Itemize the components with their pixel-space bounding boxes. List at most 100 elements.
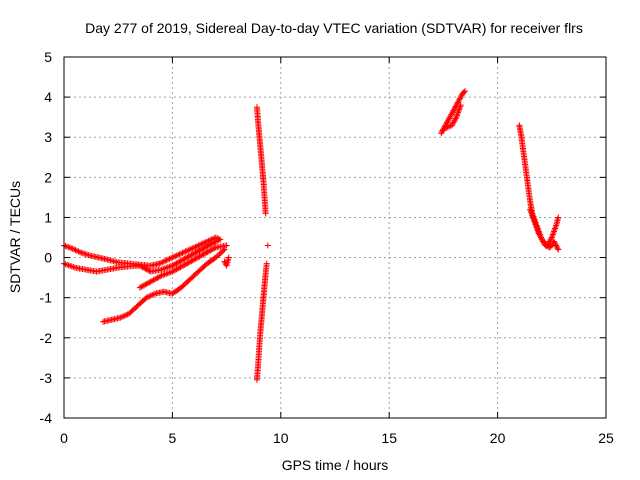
data-point bbox=[443, 124, 450, 131]
series-arc-evening-b bbox=[440, 102, 464, 133]
data-point bbox=[450, 119, 457, 126]
x-tick-label: 15 bbox=[381, 430, 397, 446]
data-point bbox=[68, 245, 75, 252]
data-point bbox=[449, 120, 456, 127]
data-point bbox=[215, 237, 222, 244]
data-point bbox=[123, 312, 130, 319]
series-arc-rising bbox=[100, 246, 228, 325]
data-point bbox=[451, 106, 458, 113]
data-point bbox=[449, 110, 456, 117]
data-point bbox=[438, 130, 445, 137]
data-point bbox=[182, 248, 189, 255]
data-point bbox=[169, 254, 176, 261]
data-point bbox=[65, 244, 72, 251]
y-tick-label: -4 bbox=[40, 410, 53, 426]
data-point bbox=[455, 98, 462, 105]
data-point bbox=[157, 259, 164, 266]
data-point bbox=[160, 258, 167, 265]
x-tick-labels: 0 5 10 15 20 25 bbox=[60, 430, 614, 446]
y-tick-label: -2 bbox=[40, 330, 53, 346]
chart-title: Day 277 of 2019, Sidereal Day-to-day VTE… bbox=[85, 20, 583, 36]
data-point bbox=[157, 273, 164, 280]
x-tick-label: 0 bbox=[60, 430, 68, 446]
data-point bbox=[545, 241, 552, 248]
x-tick-label: 20 bbox=[490, 430, 506, 446]
data-point bbox=[163, 257, 170, 264]
data-point bbox=[198, 241, 205, 248]
data-point bbox=[199, 240, 206, 247]
data-point bbox=[214, 237, 221, 244]
data-point bbox=[555, 214, 562, 221]
data-point bbox=[193, 243, 200, 250]
data-point bbox=[211, 245, 218, 252]
data-point bbox=[71, 246, 78, 253]
data-point bbox=[445, 116, 452, 123]
data-point bbox=[454, 100, 461, 107]
data-point bbox=[186, 246, 193, 253]
data-points bbox=[61, 88, 562, 383]
data-point bbox=[451, 118, 458, 125]
data-point bbox=[253, 376, 260, 383]
data-point bbox=[544, 242, 551, 249]
data-point bbox=[457, 102, 464, 109]
data-point bbox=[143, 294, 150, 301]
data-point bbox=[537, 233, 544, 240]
data-point bbox=[441, 125, 448, 132]
y-tick-label: 1 bbox=[44, 209, 52, 225]
data-point bbox=[121, 312, 128, 319]
data-point bbox=[536, 231, 543, 238]
data-point bbox=[147, 292, 154, 299]
data-point bbox=[460, 89, 467, 96]
data-point bbox=[188, 245, 195, 252]
y-tick-labels: -4 -3 -2 -1 0 1 2 3 4 5 bbox=[40, 49, 53, 426]
y-tick-label: 0 bbox=[44, 250, 52, 266]
data-point bbox=[66, 244, 73, 251]
data-point bbox=[221, 246, 228, 253]
series-point-isolated bbox=[264, 242, 271, 249]
data-point bbox=[172, 253, 179, 260]
data-point bbox=[449, 108, 456, 115]
data-point bbox=[462, 88, 469, 95]
data-point bbox=[191, 244, 198, 251]
data-point bbox=[204, 238, 211, 245]
data-point bbox=[537, 234, 544, 241]
data-point bbox=[63, 243, 70, 250]
series-arc-steep-lower bbox=[253, 260, 270, 383]
data-point bbox=[175, 251, 182, 258]
data-point bbox=[446, 114, 453, 121]
data-point bbox=[444, 119, 451, 126]
data-point bbox=[159, 259, 166, 266]
data-point bbox=[179, 249, 186, 256]
x-tick-label: 10 bbox=[273, 430, 289, 446]
data-point bbox=[554, 245, 561, 252]
data-point bbox=[162, 257, 169, 264]
data-point bbox=[545, 239, 552, 246]
data-point bbox=[547, 237, 554, 244]
data-point bbox=[167, 255, 174, 262]
data-point bbox=[440, 126, 447, 133]
x-tick-label: 25 bbox=[598, 430, 614, 446]
series-arc-steep-upper bbox=[253, 104, 269, 217]
data-point bbox=[75, 248, 82, 255]
data-point bbox=[553, 243, 560, 250]
data-point bbox=[156, 260, 163, 267]
data-point bbox=[180, 249, 187, 256]
data-point bbox=[176, 251, 183, 258]
data-point bbox=[195, 242, 202, 249]
series-arc-lower-left bbox=[61, 236, 224, 275]
data-point bbox=[185, 247, 192, 254]
data-point bbox=[165, 256, 172, 263]
data-point bbox=[448, 111, 455, 118]
data-point bbox=[451, 116, 458, 123]
data-point bbox=[538, 235, 545, 242]
series-arc-night-a bbox=[516, 122, 562, 253]
data-point bbox=[201, 239, 208, 246]
y-tick-label: 5 bbox=[44, 49, 52, 65]
data-point bbox=[264, 242, 271, 249]
x-tick-label: 5 bbox=[169, 430, 177, 446]
series-arc-middle bbox=[136, 242, 230, 291]
data-point bbox=[144, 293, 151, 300]
data-point bbox=[76, 249, 83, 256]
data-point bbox=[262, 210, 269, 217]
